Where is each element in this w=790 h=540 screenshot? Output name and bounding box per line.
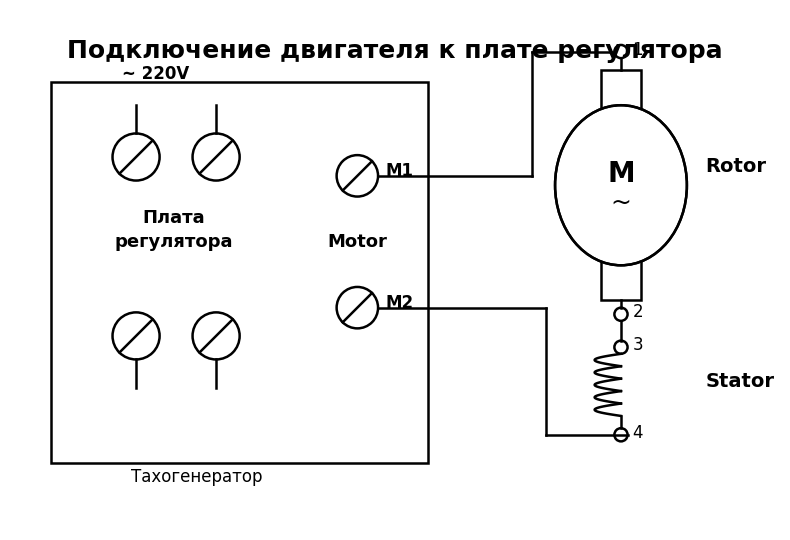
Text: 2: 2 <box>632 303 643 321</box>
Text: 4: 4 <box>632 424 643 442</box>
Text: регулятора: регулятора <box>115 233 233 251</box>
Text: M1: M1 <box>386 162 414 180</box>
Text: Motor: Motor <box>327 233 387 251</box>
Text: Подключение двигателя к плате регулятора: Подключение двигателя к плате регулятора <box>67 39 723 63</box>
Text: Rotor: Rotor <box>705 157 767 176</box>
Bar <box>51 82 428 463</box>
Text: Тахогенератор: Тахогенератор <box>131 468 263 486</box>
Text: ~: ~ <box>611 190 631 214</box>
Text: 1: 1 <box>632 40 643 59</box>
Text: M: M <box>608 160 635 188</box>
Text: 3: 3 <box>632 336 643 354</box>
Bar <box>601 70 641 113</box>
Text: Stator: Stator <box>705 372 775 391</box>
Bar <box>601 258 641 300</box>
Text: Плата: Плата <box>142 209 205 227</box>
Ellipse shape <box>555 105 687 265</box>
Text: ~ 220V: ~ 220V <box>122 65 189 83</box>
Text: M2: M2 <box>386 294 414 312</box>
